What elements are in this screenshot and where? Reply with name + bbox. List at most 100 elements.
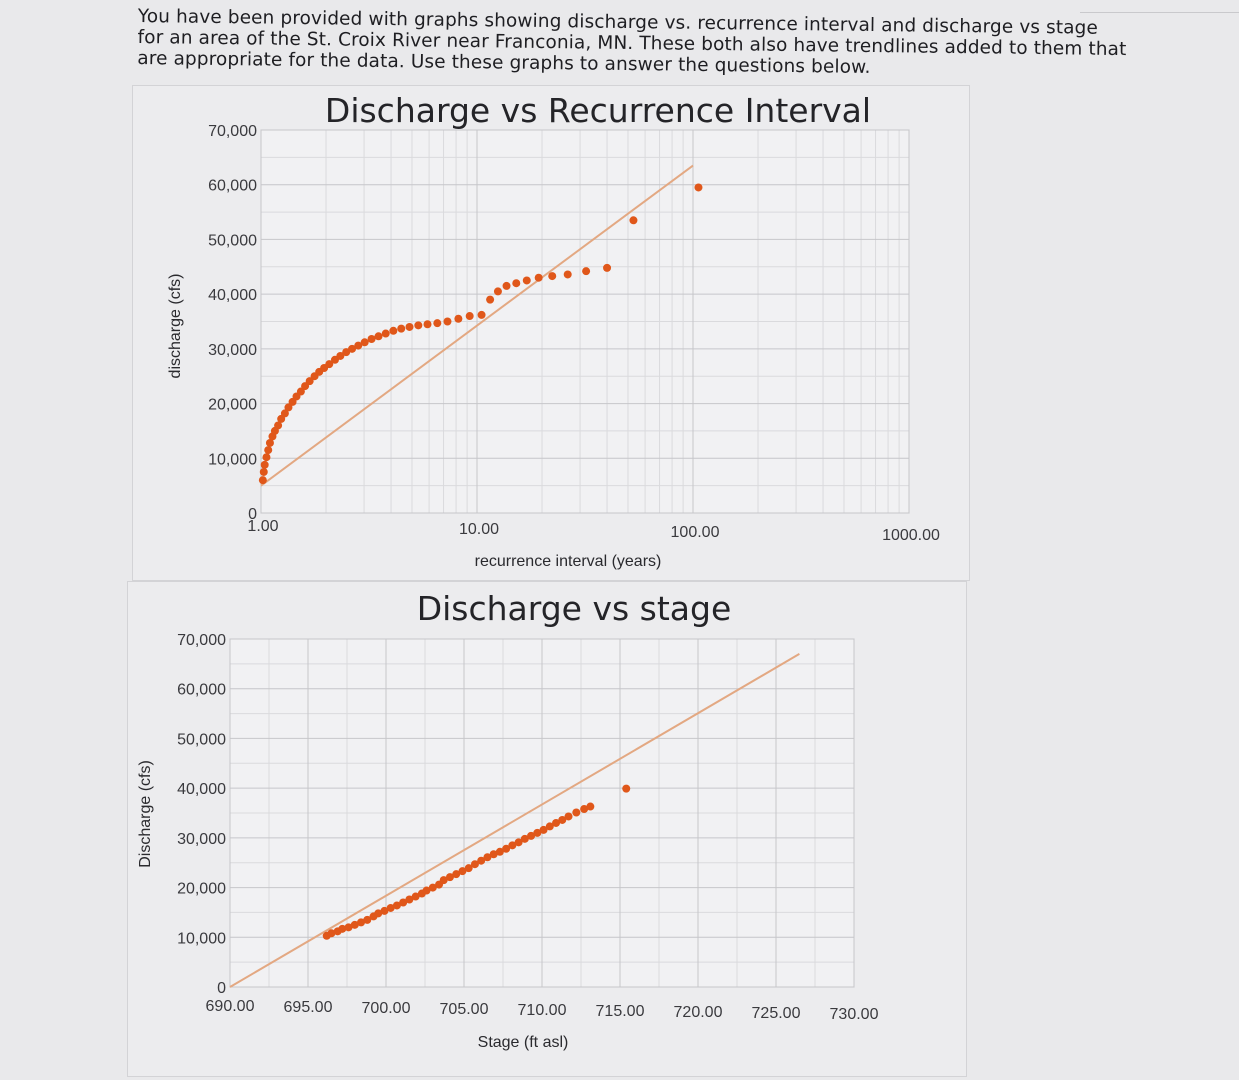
data-point: [580, 805, 589, 814]
data-point: [527, 831, 536, 840]
data-point: [458, 867, 467, 876]
y-tick-label: 30,000: [208, 342, 257, 359]
data-point: [259, 467, 268, 476]
data-point: [512, 279, 521, 288]
data-point: [445, 873, 454, 882]
data-point: [493, 287, 502, 296]
data-point: [264, 446, 273, 455]
data-point: [622, 784, 631, 793]
x-tick-label: 705.00: [440, 1001, 489, 1018]
data-point: [629, 216, 638, 225]
x-tick-label: 730.00: [830, 1006, 879, 1023]
data-point: [508, 841, 517, 850]
data-point: [327, 929, 336, 938]
trendline: [260, 164, 694, 487]
trendline: [229, 653, 800, 988]
y-axis-label: Discharge (cfs): [137, 760, 154, 868]
data-point: [274, 421, 283, 430]
data-point: [477, 856, 486, 865]
data-point: [572, 808, 581, 817]
x-axis-label: Stage (ft asl): [478, 1034, 569, 1051]
recurrence-chart: 0 10,000 20,000 30,000 40,000 50,000 60,000 70,…: [167, 91, 940, 570]
x-tick-label: 720.00: [674, 1004, 723, 1021]
data-point: [489, 850, 498, 859]
x-tick-label: 710.00: [518, 1002, 567, 1019]
data-point: [470, 860, 479, 869]
recurrence-chart-panel: 0 10,000 20,000 30,000 40,000 50,000 60,000 70,…: [133, 86, 969, 580]
data-point: [483, 853, 492, 862]
data-point: [367, 335, 376, 344]
data-point: [464, 864, 473, 873]
data-point: [296, 387, 305, 396]
data-point: [258, 476, 267, 485]
y-tick-label: 30,000: [177, 831, 226, 848]
data-point: [454, 314, 463, 323]
data-point: [360, 338, 369, 347]
data-point: [548, 272, 557, 281]
x-tick-label: 1.00: [247, 518, 278, 535]
data-point: [502, 844, 511, 853]
x-tick-label: 715.00: [596, 1003, 645, 1020]
data-point: [443, 317, 452, 326]
data-point: [405, 322, 414, 331]
data-point: [399, 898, 408, 907]
data-point: [423, 320, 432, 329]
x-tick-label: 690.00: [206, 998, 255, 1015]
data-point: [514, 838, 523, 847]
data-point: [338, 924, 347, 933]
y-tick-label: 0: [217, 980, 226, 997]
x-tick-label: 725.00: [752, 1005, 801, 1022]
data-point: [405, 895, 414, 904]
x-tick-label: 10.00: [459, 521, 499, 538]
data-point: [392, 901, 401, 910]
data-point: [694, 183, 703, 192]
data-point: [380, 906, 389, 915]
data-point: [348, 344, 357, 353]
data-point: [262, 453, 271, 462]
x-axis-label: recurrence interval (years): [475, 553, 662, 570]
y-tick-label: 10,000: [177, 930, 226, 947]
data-point: [539, 825, 548, 834]
x-tick-label: 1000.00: [882, 527, 940, 544]
data-point: [357, 918, 366, 927]
y-tick-label: 20,000: [208, 397, 257, 414]
data-point: [354, 341, 363, 350]
y-tick-label: 20,000: [177, 881, 226, 898]
x-tick-label: 700.00: [362, 1000, 411, 1017]
data-point: [350, 920, 359, 929]
data-point: [381, 329, 390, 338]
data-point: [374, 909, 383, 918]
data-point: [558, 815, 567, 824]
data-point: [265, 438, 274, 447]
data-point: [495, 847, 504, 856]
data-point: [389, 326, 398, 335]
data-point: [397, 324, 406, 333]
data-point: [411, 892, 420, 901]
data-point: [305, 377, 314, 386]
data-point: [344, 923, 353, 932]
y-tick-label: 50,000: [208, 232, 257, 249]
data-point: [342, 348, 351, 357]
data-point: [325, 360, 334, 369]
data-point: [439, 876, 448, 885]
data-point: [284, 403, 293, 412]
x-tick-label: 695.00: [284, 999, 333, 1016]
data-point: [603, 263, 612, 272]
stage-chart-panel: 0 10,000 20,000 30,000 40,000 50,000 60,000 70,…: [128, 582, 966, 1076]
data-point: [477, 310, 486, 319]
y-tick-label: 70,000: [208, 123, 257, 140]
data-point: [280, 409, 289, 418]
data-point: [563, 270, 572, 279]
data-point: [363, 915, 372, 924]
data-point: [534, 273, 543, 282]
instructions-text: You have been provided with graphs showi…: [137, 6, 1127, 78]
data-point: [520, 834, 529, 843]
data-point: [586, 802, 595, 811]
data-point: [260, 460, 269, 469]
data-point: [374, 332, 383, 341]
data-point: [552, 818, 561, 827]
y-tick-label: 40,000: [177, 781, 226, 798]
data-point: [465, 312, 474, 321]
data-point: [545, 822, 554, 831]
data-point: [486, 295, 495, 304]
